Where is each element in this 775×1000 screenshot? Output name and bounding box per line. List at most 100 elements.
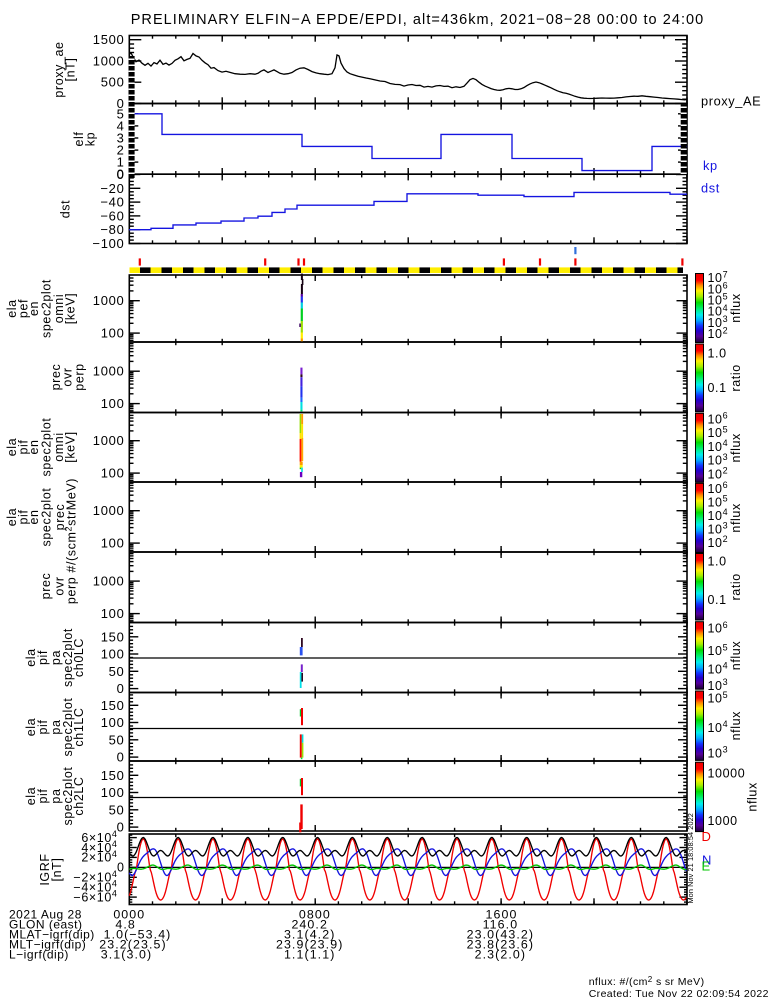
svg-text:−6×104: −6×104 — [73, 889, 117, 905]
svg-text:[nT]: [nT] — [50, 858, 64, 882]
svg-text:dst: dst — [59, 200, 73, 218]
svg-text:1500: 1500 — [93, 32, 125, 47]
svg-text:elf: elf — [72, 131, 86, 146]
svg-text:107: 107 — [708, 269, 729, 285]
svg-text:MLAT−igrf(dip): MLAT−igrf(dip) — [9, 928, 95, 942]
svg-text:0: 0 — [117, 750, 125, 765]
svg-text:0: 0 — [117, 820, 125, 835]
svg-text:spec2plot: spec2plot — [39, 279, 53, 338]
svg-text:pa: pa — [49, 719, 63, 734]
svg-text:−20: −20 — [100, 181, 124, 196]
svg-text:102: 102 — [708, 534, 729, 550]
svg-text:100: 100 — [101, 785, 125, 800]
svg-text:spec2plot: spec2plot — [39, 418, 53, 477]
svg-text:104: 104 — [708, 661, 729, 677]
svg-text:spec2plot: spec2plot — [61, 628, 75, 687]
svg-text:0: 0 — [117, 167, 125, 182]
svg-text:1000: 1000 — [93, 574, 125, 589]
svg-text:omni: omni — [52, 294, 66, 324]
svg-text:105: 105 — [708, 494, 729, 510]
svg-text:spec2plot: spec2plot — [61, 698, 75, 757]
svg-text:ela: ela — [24, 718, 38, 736]
svg-text:50: 50 — [109, 732, 125, 747]
svg-text:omni: omni — [52, 432, 66, 462]
svg-text:2021 Aug 28: 2021 Aug 28 — [9, 908, 82, 922]
svg-text:ch1LC: ch1LC — [72, 707, 86, 746]
svg-text:prec: prec — [39, 573, 53, 600]
svg-text:100: 100 — [101, 715, 125, 730]
svg-text:116.0: 116.0 — [483, 918, 519, 932]
svg-text:ovr: ovr — [53, 576, 67, 595]
svg-text:106: 106 — [708, 480, 729, 496]
svg-text:0: 0 — [117, 681, 125, 696]
svg-text:nflux: nflux — [729, 503, 743, 533]
svg-text:100: 100 — [101, 647, 125, 662]
svg-text:1.1(1.1): 1.1(1.1) — [284, 948, 336, 962]
svg-text:en: en — [27, 439, 41, 454]
svg-text:103: 103 — [708, 314, 729, 330]
svg-text:102: 102 — [708, 466, 729, 482]
svg-text:1000: 1000 — [93, 433, 125, 448]
svg-text:1000: 1000 — [93, 293, 125, 308]
svg-text:106: 106 — [708, 281, 729, 297]
svg-text:6×104: 6×104 — [81, 829, 117, 845]
svg-text:106: 106 — [708, 411, 729, 427]
svg-text:[keV]: [keV] — [64, 431, 78, 463]
svg-text:D: D — [702, 829, 712, 844]
svg-text:ratio: ratio — [729, 364, 743, 391]
svg-text:103: 103 — [708, 677, 729, 693]
svg-text:proxy_ae: proxy_ae — [52, 41, 66, 97]
svg-text:pa: pa — [49, 650, 63, 665]
svg-text:E: E — [702, 859, 711, 874]
svg-text:50: 50 — [109, 802, 125, 817]
svg-text:100: 100 — [101, 326, 125, 341]
svg-text:−40: −40 — [100, 195, 124, 210]
svg-text:spec2plot: spec2plot — [61, 767, 75, 826]
svg-text:pif: pif — [36, 719, 50, 734]
svg-text:2: 2 — [117, 143, 125, 158]
svg-text:MLT−igrf(dip): MLT−igrf(dip) — [9, 938, 86, 952]
svg-text:1000: 1000 — [93, 364, 125, 379]
svg-text:−100: −100 — [92, 236, 124, 251]
svg-text:105: 105 — [708, 292, 729, 308]
svg-text:pif: pif — [36, 650, 50, 665]
svg-text:perp #/(scm2strMeV): perp #/(scm2strMeV) — [64, 478, 79, 604]
svg-text:ela: ela — [24, 648, 38, 666]
svg-text:PRELIMINARY ELFIN−A EPDE/EPDI,: PRELIMINARY ELFIN−A EPDE/EPDI, alt=436km… — [131, 12, 705, 28]
svg-text:0: 0 — [117, 167, 125, 182]
svg-text:2×104: 2×104 — [81, 849, 117, 865]
svg-text:Mon Nov 21 18:08:54 2022: Mon Nov 21 18:08:54 2022 — [686, 813, 695, 903]
svg-text:3.1(3.0): 3.1(3.0) — [101, 948, 153, 962]
svg-text:100: 100 — [101, 396, 125, 411]
svg-text:nflux: nflux — [729, 293, 743, 323]
svg-text:ch2LC: ch2LC — [72, 776, 86, 815]
svg-text:IGRF: IGRF — [38, 853, 52, 885]
svg-text:0.1: 0.1 — [708, 381, 727, 395]
svg-text:−80: −80 — [100, 222, 124, 237]
svg-text:perp: perp — [72, 363, 86, 390]
svg-text:1.0: 1.0 — [708, 346, 727, 360]
svg-text:150: 150 — [101, 768, 125, 783]
svg-text:104: 104 — [708, 303, 729, 319]
svg-text:N: N — [702, 853, 712, 868]
svg-text:104: 104 — [708, 438, 729, 454]
svg-text:4×104: 4×104 — [81, 839, 117, 855]
svg-text:0800: 0800 — [299, 908, 331, 922]
svg-text:nflux: nflux — [746, 782, 760, 812]
svg-text:104: 104 — [708, 507, 729, 523]
svg-text:L−igrf(dip): L−igrf(dip) — [9, 948, 69, 962]
svg-text:1.0(−53.4): 1.0(−53.4) — [104, 928, 172, 942]
svg-text:prec: prec — [53, 504, 67, 531]
svg-text:1000: 1000 — [708, 814, 738, 828]
svg-text:10000: 10000 — [708, 767, 746, 781]
svg-text:GLON (east): GLON (east) — [9, 918, 83, 932]
svg-text:nflux: nflux — [729, 641, 743, 671]
svg-text:proxy_AE: proxy_AE — [701, 94, 761, 109]
svg-text:100: 100 — [101, 536, 125, 551]
svg-text:ovr: ovr — [61, 367, 75, 386]
svg-text:23.9(23.9): 23.9(23.9) — [276, 938, 343, 952]
svg-text:Created: Tue Nov 22 02:09:54 2: Created: Tue Nov 22 02:09:54 2022 — [589, 988, 769, 1000]
svg-text:prec: prec — [49, 364, 63, 391]
svg-text:0000: 0000 — [113, 908, 145, 922]
svg-text:spec2plot: spec2plot — [39, 488, 53, 547]
